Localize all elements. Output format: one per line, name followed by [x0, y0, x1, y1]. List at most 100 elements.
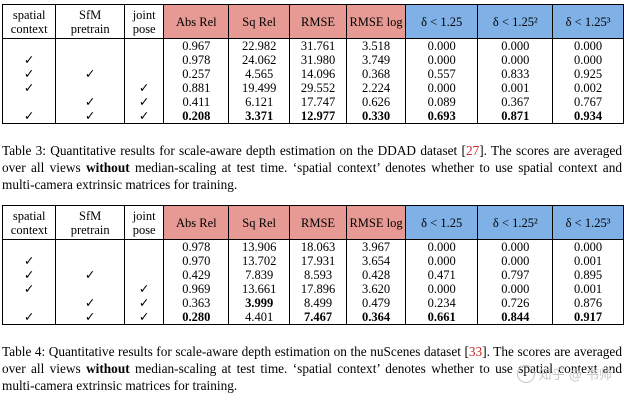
- cell-sfm-pretrain: ✓: [55, 310, 125, 325]
- header-rmse-log: RMSE log: [346, 4, 406, 39]
- cell-joint-pose: ✓: [123, 310, 165, 325]
- cell-sq-rel: 4.401: [228, 310, 291, 325]
- cell-rmse-log: 0.368: [346, 67, 406, 81]
- cell-rmse: 29.552: [289, 81, 348, 95]
- cell-abs-rel: 0.257: [163, 67, 230, 81]
- cell-abs-rel: 0.967: [163, 38, 230, 53]
- cell-rmse: 7.467: [289, 310, 348, 325]
- cell-delta-3: 0.000: [552, 38, 624, 53]
- cell-spatial-context: [1, 296, 57, 310]
- cell-joint-pose: ✓: [123, 109, 165, 124]
- header-sq-rel: Sq Rel: [228, 4, 291, 39]
- header-delta-3: δ < 1.25³: [552, 205, 624, 240]
- cell-spatial-context: ✓: [1, 81, 57, 95]
- cell-rmse: 8.499: [289, 296, 348, 310]
- cell-delta-3: 0.001: [552, 282, 624, 296]
- table-row: ✓ 0.970 13.702 17.931 3.654 0.000 0.000 0.001: [1, 254, 624, 268]
- cell-joint-pose: ✓: [123, 95, 165, 109]
- cell-rmse: 17.931: [289, 254, 348, 268]
- cell-spatial-context: ✓: [1, 282, 57, 296]
- caption-text: median-scaling at test time. ‘spatial co…: [2, 160, 622, 192]
- cell-spatial-context: ✓: [1, 53, 57, 67]
- cell-rmse-log: 3.967: [346, 239, 406, 254]
- cell-rmse: 31.761: [289, 38, 348, 53]
- cell-delta-2: 0.000: [477, 38, 554, 53]
- cell-spatial-context: [1, 38, 57, 53]
- cell-sq-rel: 3.371: [228, 109, 291, 124]
- cell-sfm-pretrain: [55, 282, 125, 296]
- cell-sq-rel: 22.982: [228, 38, 291, 53]
- cell-sfm-pretrain: [55, 239, 125, 254]
- cell-rmse-log: 3.518: [346, 38, 406, 53]
- cell-delta-3: 0.917: [552, 310, 624, 325]
- cell-joint-pose: [123, 67, 165, 81]
- cell-joint-pose: [123, 53, 165, 67]
- cell-delta-2: 0.001: [477, 81, 554, 95]
- cell-delta-3: 0.001: [552, 254, 624, 268]
- cell-rmse-log: 3.620: [346, 282, 406, 296]
- header-sfm-pretrain: SfM pretrain: [55, 205, 125, 240]
- cell-rmse-log: 3.749: [346, 53, 406, 67]
- cell-delta-3: 0.934: [552, 109, 624, 124]
- cell-delta-2: 0.000: [477, 53, 554, 67]
- citation-link[interactable]: 33: [468, 344, 483, 359]
- header-delta-1: δ < 1.25: [404, 4, 479, 39]
- cell-delta-1: 0.234: [404, 296, 479, 310]
- header-rmse: RMSE: [289, 205, 348, 240]
- cell-abs-rel: 0.970: [163, 254, 230, 268]
- header-sq-rel: Sq Rel: [228, 205, 291, 240]
- table-row: ✓ ✓ 0.411 6.121 17.747 0.626 0.089 0.367 0.767: [1, 95, 624, 109]
- cell-spatial-context: ✓: [1, 268, 57, 282]
- cell-delta-1: 0.000: [404, 239, 479, 254]
- watermark: 知乎 @ 书帅: [516, 364, 612, 383]
- table-3: spatial context SfM pretrain joint pose Abs…: [1, 4, 624, 124]
- header-abs-rel: Abs Rel: [163, 205, 230, 240]
- header-rmse-log: RMSE log: [346, 205, 406, 240]
- cell-delta-2: 0.871: [477, 109, 554, 124]
- cell-sq-rel: 4.565: [228, 67, 291, 81]
- cell-abs-rel: 0.978: [163, 53, 230, 67]
- cell-abs-rel: 0.978: [163, 239, 230, 254]
- cell-sq-rel: 19.499: [228, 81, 291, 95]
- table-4: spatial context SfM pretrain joint pose Abs…: [1, 205, 624, 325]
- cell-delta-3: 0.002: [552, 81, 624, 95]
- cell-delta-3: 0.000: [552, 53, 624, 67]
- citation-link[interactable]: 27: [465, 143, 480, 158]
- cell-delta-1: 0.557: [404, 67, 479, 81]
- table-3-caption: Table 3: Quantitative results for scale-…: [2, 142, 622, 193]
- cell-joint-pose: ✓: [123, 282, 165, 296]
- table-row: ✓ 0.978 24.062 31.980 3.749 0.000 0.000 0.000: [1, 53, 624, 67]
- cell-joint-pose: [123, 38, 165, 53]
- table-row: 0.978 13.906 18.063 3.967 0.000 0.000 0.000: [1, 239, 624, 254]
- cell-joint-pose: [123, 239, 165, 254]
- caption-text: ]. The scores are averaged over all view…: [2, 143, 622, 175]
- cell-delta-2: 0.833: [477, 67, 554, 81]
- cell-rmse: 17.896: [289, 282, 348, 296]
- table-row: ✓ ✓ ✓ 0.280 4.401 7.467 0.364 0.661 0.844 0.917: [1, 310, 624, 325]
- cell-spatial-context: ✓: [1, 310, 57, 325]
- cell-sq-rel: 24.062: [228, 53, 291, 67]
- watermark-text: 知乎 @ 书帅: [538, 368, 612, 383]
- cell-delta-2: 0.000: [477, 254, 554, 268]
- table-row: ✓ ✓ 0.363 3.999 8.499 0.479 0.234 0.726 0.876: [1, 296, 624, 310]
- caption-emphasis: without: [86, 160, 130, 175]
- header-delta-3: δ < 1.25³: [552, 4, 624, 39]
- cell-joint-pose: ✓: [123, 296, 165, 310]
- table-row: ✓ ✓ 0.969 13.661 17.896 3.620 0.000 0.000 0.001: [1, 282, 624, 296]
- header-spatial-context: spatial context: [1, 4, 57, 39]
- table-row: ✓ ✓ 0.429 7.839 8.593 0.428 0.471 0.797 0.895: [1, 268, 624, 282]
- cell-delta-2: 0.726: [477, 296, 554, 310]
- cell-abs-rel: 0.280: [163, 310, 230, 325]
- cell-abs-rel: 0.208: [163, 109, 230, 124]
- header-delta-2: δ < 1.25²: [477, 205, 554, 240]
- header-delta-1: δ < 1.25: [404, 205, 479, 240]
- cell-sfm-pretrain: ✓: [55, 296, 125, 310]
- cell-spatial-context: ✓: [1, 67, 57, 81]
- cell-delta-1: 0.089: [404, 95, 479, 109]
- cell-rmse-log: 2.224: [346, 81, 406, 95]
- cell-sq-rel: 13.661: [228, 282, 291, 296]
- cell-joint-pose: [123, 254, 165, 268]
- cell-delta-2: 0.000: [477, 282, 554, 296]
- cell-delta-1: 0.000: [404, 81, 479, 95]
- header-joint-pose: joint pose: [123, 205, 165, 240]
